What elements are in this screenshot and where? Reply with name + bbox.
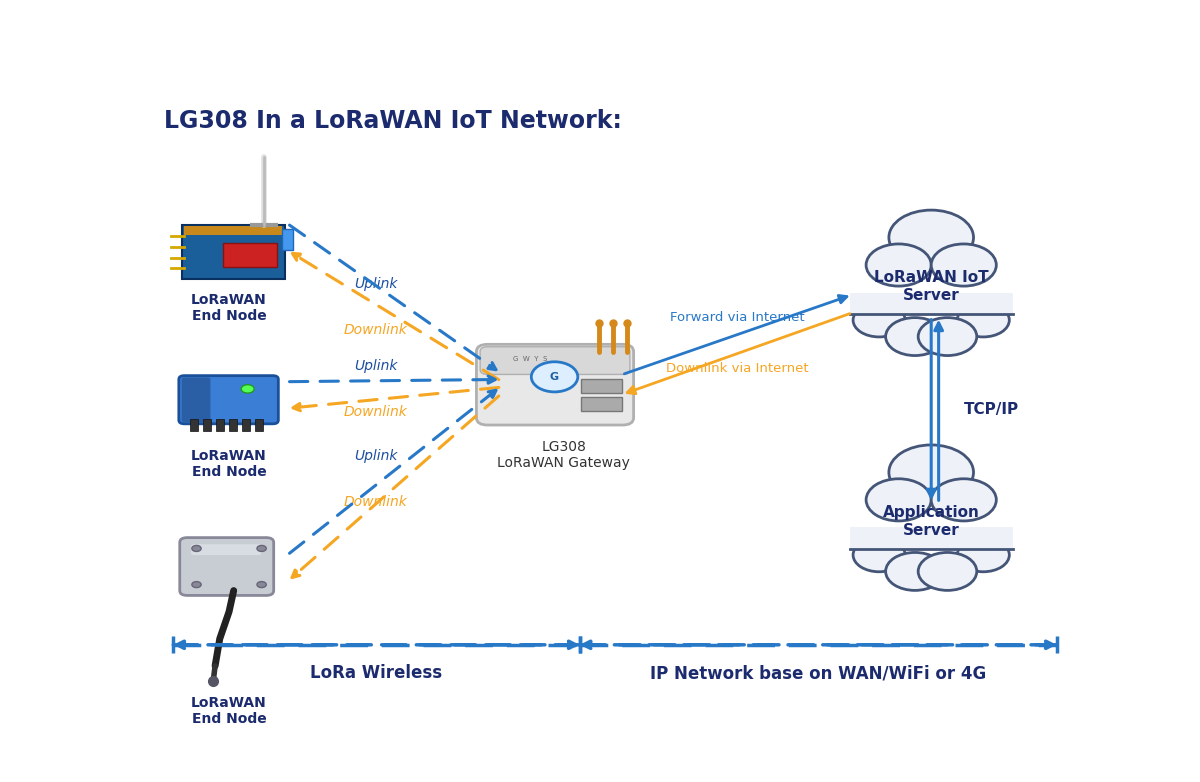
Bar bbox=[850, 527, 1013, 549]
FancyBboxPatch shape bbox=[581, 396, 622, 411]
Text: LoRaWAN
End Node: LoRaWAN End Node bbox=[191, 292, 266, 323]
Bar bbox=[242, 419, 251, 431]
Circle shape bbox=[257, 546, 266, 551]
Bar bbox=[203, 419, 211, 431]
Circle shape bbox=[532, 362, 578, 392]
Circle shape bbox=[886, 552, 944, 590]
Circle shape bbox=[192, 546, 202, 551]
FancyBboxPatch shape bbox=[581, 378, 622, 393]
Bar bbox=[185, 226, 282, 235]
Text: LG308
LoRaWAN Gateway: LG308 LoRaWAN Gateway bbox=[498, 440, 630, 470]
FancyBboxPatch shape bbox=[179, 375, 278, 424]
Text: G  W  Y  S: G W Y S bbox=[512, 356, 547, 362]
Text: Downlink: Downlink bbox=[343, 495, 408, 509]
Bar bbox=[850, 292, 1013, 314]
Circle shape bbox=[889, 445, 973, 500]
Text: Uplink: Uplink bbox=[354, 277, 397, 291]
Text: Downlink via Internet: Downlink via Internet bbox=[666, 362, 809, 375]
Circle shape bbox=[918, 317, 977, 356]
Bar bbox=[216, 419, 224, 431]
Text: Uplink: Uplink bbox=[354, 450, 397, 464]
Text: Uplink: Uplink bbox=[354, 360, 397, 373]
Circle shape bbox=[886, 317, 944, 356]
Bar bbox=[256, 419, 264, 431]
Circle shape bbox=[958, 303, 1009, 337]
Text: Forward via Internet: Forward via Internet bbox=[670, 311, 804, 324]
Text: LoRa Wireless: LoRa Wireless bbox=[311, 664, 443, 682]
Text: LoRaWAN IoT
Server: LoRaWAN IoT Server bbox=[874, 271, 989, 303]
Text: Application
Server: Application Server bbox=[883, 505, 979, 537]
Bar bbox=[190, 419, 198, 431]
Text: LG308 In a LoRaWAN IoT Network:: LG308 In a LoRaWAN IoT Network: bbox=[164, 109, 622, 133]
Bar bbox=[282, 229, 293, 250]
FancyBboxPatch shape bbox=[222, 243, 277, 267]
Circle shape bbox=[257, 582, 266, 587]
Bar bbox=[229, 419, 238, 431]
Circle shape bbox=[931, 244, 996, 286]
Text: LoRaWAN
End Node: LoRaWAN End Node bbox=[191, 696, 266, 726]
FancyBboxPatch shape bbox=[191, 544, 262, 555]
Circle shape bbox=[192, 582, 202, 587]
Circle shape bbox=[853, 303, 905, 337]
Text: G: G bbox=[550, 372, 559, 382]
Text: Downlink: Downlink bbox=[343, 323, 408, 337]
FancyBboxPatch shape bbox=[181, 378, 210, 422]
Text: IP Network base on WAN/WiFi or 4G: IP Network base on WAN/WiFi or 4G bbox=[650, 664, 986, 682]
Circle shape bbox=[889, 210, 973, 265]
Circle shape bbox=[241, 385, 254, 393]
Text: Downlink: Downlink bbox=[343, 405, 408, 419]
Circle shape bbox=[866, 479, 931, 521]
FancyBboxPatch shape bbox=[181, 224, 284, 279]
Circle shape bbox=[958, 538, 1009, 572]
Circle shape bbox=[853, 538, 905, 572]
Text: TCP/IP: TCP/IP bbox=[964, 403, 1019, 418]
FancyBboxPatch shape bbox=[476, 344, 634, 425]
Text: LoRaWAN
End Node: LoRaWAN End Node bbox=[191, 449, 266, 479]
FancyBboxPatch shape bbox=[480, 346, 630, 375]
Circle shape bbox=[866, 244, 931, 286]
FancyBboxPatch shape bbox=[180, 537, 274, 595]
Circle shape bbox=[918, 552, 977, 590]
Circle shape bbox=[931, 479, 996, 521]
